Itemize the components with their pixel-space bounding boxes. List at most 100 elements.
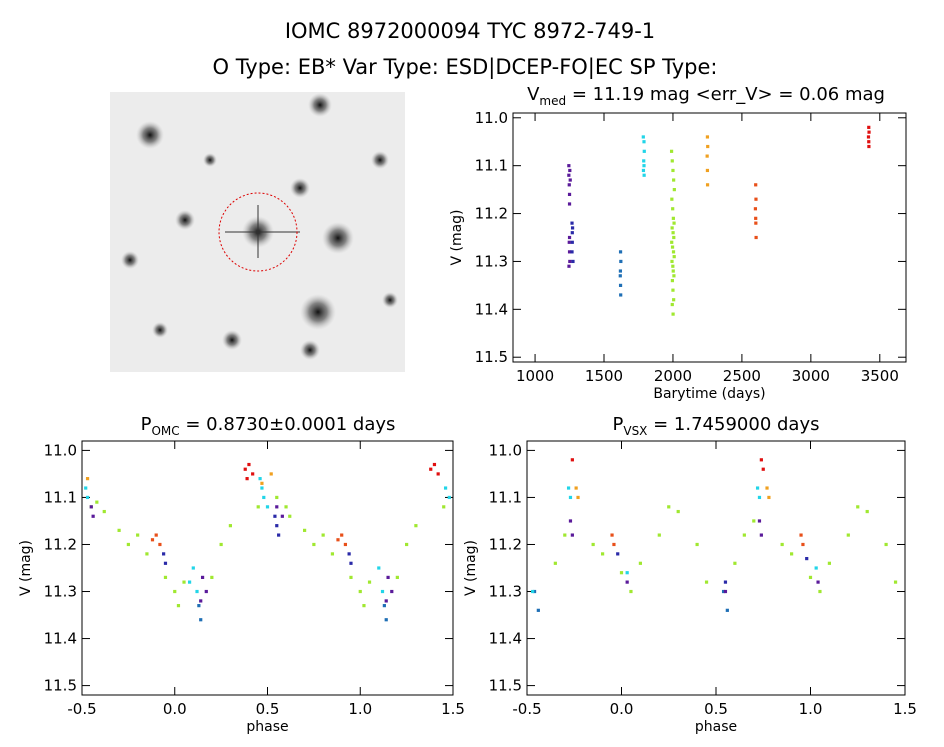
data-point (642, 159, 646, 163)
x-axis-label: phase (695, 719, 737, 735)
data-point (173, 589, 177, 594)
sky-image (110, 92, 405, 372)
data-point (672, 235, 676, 240)
data-point (568, 259, 572, 264)
data-point (210, 575, 214, 580)
y-tick-label: 11.1 (489, 488, 522, 506)
data-point (275, 524, 279, 528)
data-point (414, 524, 418, 528)
data-point (641, 135, 645, 139)
data-point (642, 164, 646, 168)
data-point (89, 505, 93, 509)
y-axis-label: V (mag) (463, 540, 479, 596)
data-point (447, 495, 451, 500)
chart-title: PVSX = 1.7459000 days (613, 414, 820, 438)
data-point (358, 589, 362, 594)
y-tick-label: 11.5 (489, 677, 522, 695)
data-point (671, 288, 675, 292)
data-point (367, 580, 372, 584)
data-point (805, 556, 809, 561)
data-point (704, 580, 709, 584)
data-point (245, 477, 249, 481)
data-point (199, 618, 203, 622)
x-tick-label: 1.0 (348, 700, 372, 718)
data-point (84, 486, 88, 490)
data-point (757, 495, 762, 500)
plot-frame (81, 440, 454, 696)
data-point (619, 259, 623, 264)
data-point (405, 542, 409, 547)
data-point (288, 514, 292, 518)
data-point (619, 293, 623, 297)
data-point (436, 472, 440, 476)
title-part: = 11.19 mag <err_V> = 0.06 mag (566, 84, 885, 105)
data-point (574, 486, 578, 490)
data-point (336, 538, 340, 542)
y-tick-label: 11.4 (489, 630, 522, 648)
data-point (567, 164, 571, 168)
data-point (150, 538, 155, 542)
data-point (695, 542, 699, 547)
data-point (754, 197, 758, 201)
data-point (442, 505, 446, 509)
data-point (893, 580, 898, 584)
data-point (866, 135, 871, 139)
data-point (85, 477, 90, 481)
data-point (312, 542, 316, 547)
data-point (705, 168, 710, 173)
data-point (723, 589, 728, 594)
data-point (671, 207, 675, 211)
data-point (568, 495, 573, 500)
x-tick-label: -0.5 (67, 700, 96, 718)
data-point (197, 604, 201, 608)
data-point (672, 188, 676, 192)
y-tick-label: 11.5 (44, 677, 77, 695)
data-point (432, 462, 437, 467)
data-point (642, 140, 646, 144)
x-tick-label: 0.0 (163, 700, 187, 718)
data-point (672, 274, 676, 278)
data-point (429, 467, 433, 471)
data-point (754, 216, 758, 220)
data-point (856, 505, 860, 509)
data-point (612, 542, 616, 547)
plot-frame (512, 112, 907, 363)
data-point (258, 477, 262, 481)
data-point (616, 552, 620, 556)
chart-title: Vmed = 11.19 mag <err_V> = 0.06 mag (527, 84, 885, 108)
data-point (601, 552, 605, 556)
title-subscript: med (539, 94, 566, 108)
data-point (284, 505, 288, 509)
y-tick-label: 11.2 (44, 535, 77, 553)
data-point (567, 173, 571, 177)
title-part: P (613, 414, 624, 435)
data-point (85, 495, 90, 500)
data-point (567, 264, 571, 268)
data-point (200, 575, 205, 580)
data-point (642, 173, 646, 177)
data-point (262, 495, 266, 500)
data-point (347, 552, 351, 556)
data-point (670, 259, 674, 264)
data-point (275, 505, 279, 509)
data-point (343, 542, 348, 547)
data-point (567, 240, 571, 244)
data-point (163, 575, 168, 580)
data-point (570, 240, 574, 244)
data-point (136, 533, 140, 537)
data-point (126, 542, 130, 547)
data-point (670, 240, 674, 244)
data-point (657, 533, 661, 537)
data-point (219, 542, 223, 547)
data-point (808, 575, 813, 580)
data-point (742, 533, 746, 537)
data-point (275, 495, 279, 500)
data-point (759, 458, 763, 462)
y-tick-label: 11.5 (475, 348, 508, 366)
data-point (567, 183, 571, 187)
data-point (154, 533, 158, 537)
x-tick-label: 2500 (723, 367, 761, 385)
x-tick-label: 0.0 (610, 700, 634, 718)
data-point (566, 486, 571, 490)
